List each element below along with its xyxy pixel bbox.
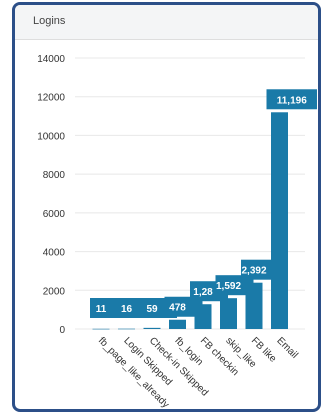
data-label: 1,28 (193, 287, 213, 298)
bar (220, 298, 237, 329)
data-label: 2,392 (241, 266, 266, 277)
grid-layer (75, 57, 305, 330)
data-label-box (266, 89, 317, 110)
panel-title: Logins (33, 15, 66, 27)
y-tick-label: 12000 (37, 93, 65, 104)
data-label: 1,592 (216, 281, 241, 292)
data-label-box (215, 275, 254, 296)
y-tick-label: 14000 (37, 54, 65, 65)
bar (169, 319, 186, 329)
data-label: 11,196 (277, 95, 307, 106)
bar-chart: 0 2000 4000 6000 8000 10000 12000 14000 11 16 59 4… (37, 54, 317, 409)
data-label-box (241, 259, 279, 280)
y-tick-label: 8000 (43, 170, 66, 181)
data-label: 478 (169, 303, 186, 314)
data-label: 59 (146, 304, 158, 315)
y-tick-label: 4000 (43, 248, 66, 259)
chart-panel: Logins 0 2000 4000 6000 8000 10000 12000 14000 … (12, 2, 321, 412)
y-tick-label: 0 (59, 325, 65, 336)
panel-header: Logins (15, 5, 318, 40)
bar (271, 112, 288, 329)
data-label-box (164, 296, 203, 317)
bar (118, 328, 135, 330)
bar (92, 328, 110, 330)
data-label: 16 (121, 304, 133, 315)
y-tick-label: 6000 (43, 209, 66, 220)
y-tick-label: 2000 (43, 286, 66, 297)
bar (143, 327, 161, 329)
y-axis-ticks: 0 2000 4000 6000 8000 10000 12000 14000 (37, 54, 65, 336)
data-label: 11 (96, 304, 107, 315)
y-tick-label: 10000 (37, 131, 65, 142)
